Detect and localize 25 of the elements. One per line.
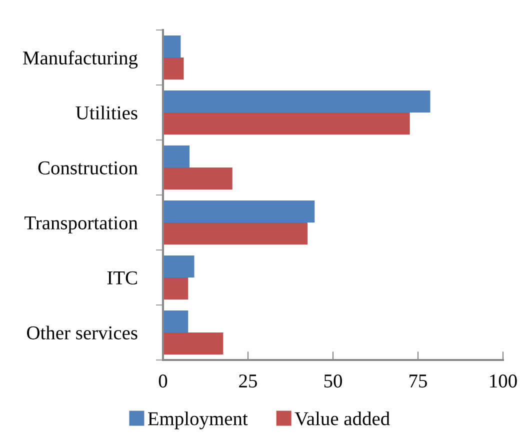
- y-tick-label: Construction: [38, 161, 138, 174]
- bar: [163, 90, 430, 112]
- y-tick-label: Other services: [27, 326, 138, 340]
- x-tick-label: 75: [410, 374, 427, 388]
- y-tick-label: Manufacturing: [23, 50, 138, 69]
- bar: [163, 256, 194, 278]
- bar: [163, 222, 308, 244]
- bar: [163, 332, 224, 354]
- bar: [163, 58, 184, 80]
- x-tick-label: 0: [158, 374, 168, 388]
- legend-label: Value added: [294, 412, 390, 426]
- bar: [163, 310, 188, 332]
- x-tick-label: 50: [324, 374, 342, 388]
- bar: [163, 168, 232, 190]
- bar: [163, 200, 315, 222]
- y-tick-label: Transportation: [24, 216, 138, 234]
- x-tick-label: 100: [490, 374, 517, 388]
- y-tick-label: Utilities: [76, 106, 138, 120]
- legend-label: Employment: [148, 412, 248, 430]
- y-tick-label: ITC: [107, 271, 137, 284]
- bar: [163, 112, 410, 134]
- bar: [163, 146, 190, 168]
- bar: [163, 278, 188, 300]
- bar: [163, 36, 181, 58]
- x-tick-label: 25: [239, 374, 257, 388]
